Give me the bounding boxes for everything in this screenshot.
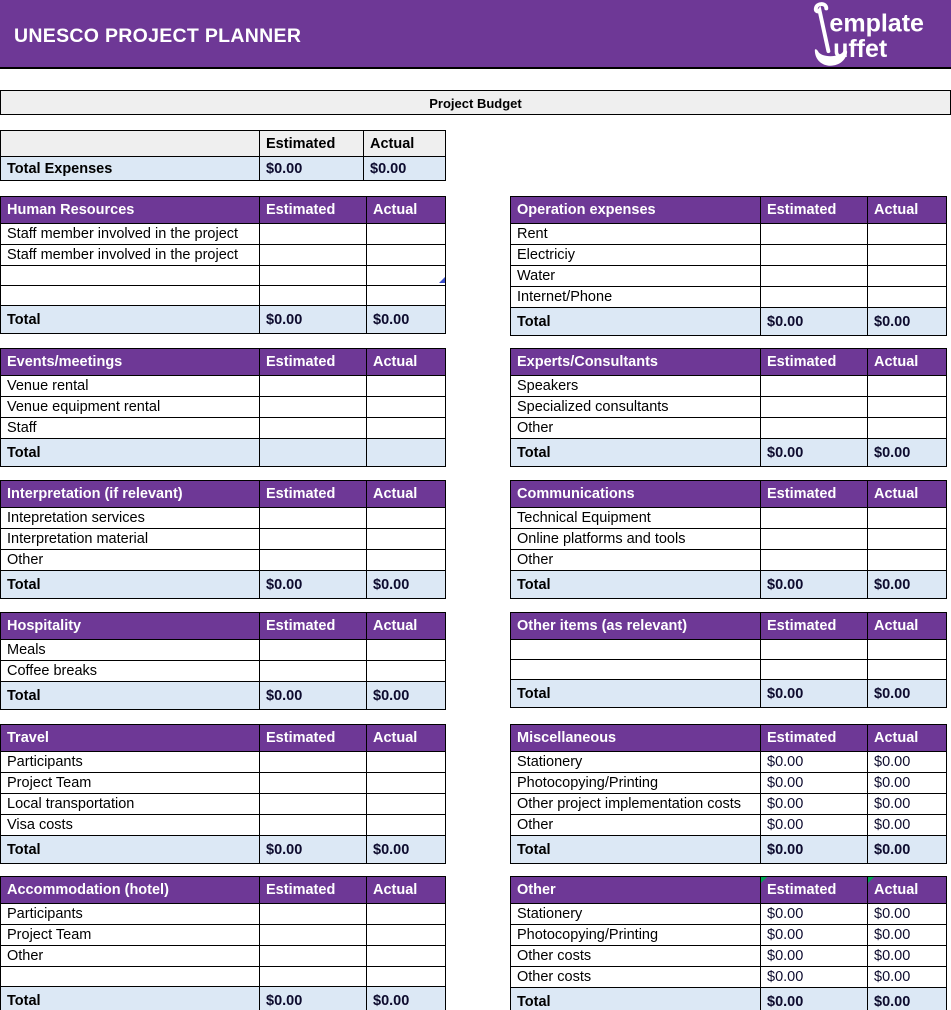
svg-text:emplate: emplate <box>829 9 924 37</box>
svg-text:uffet: uffet <box>833 35 888 63</box>
